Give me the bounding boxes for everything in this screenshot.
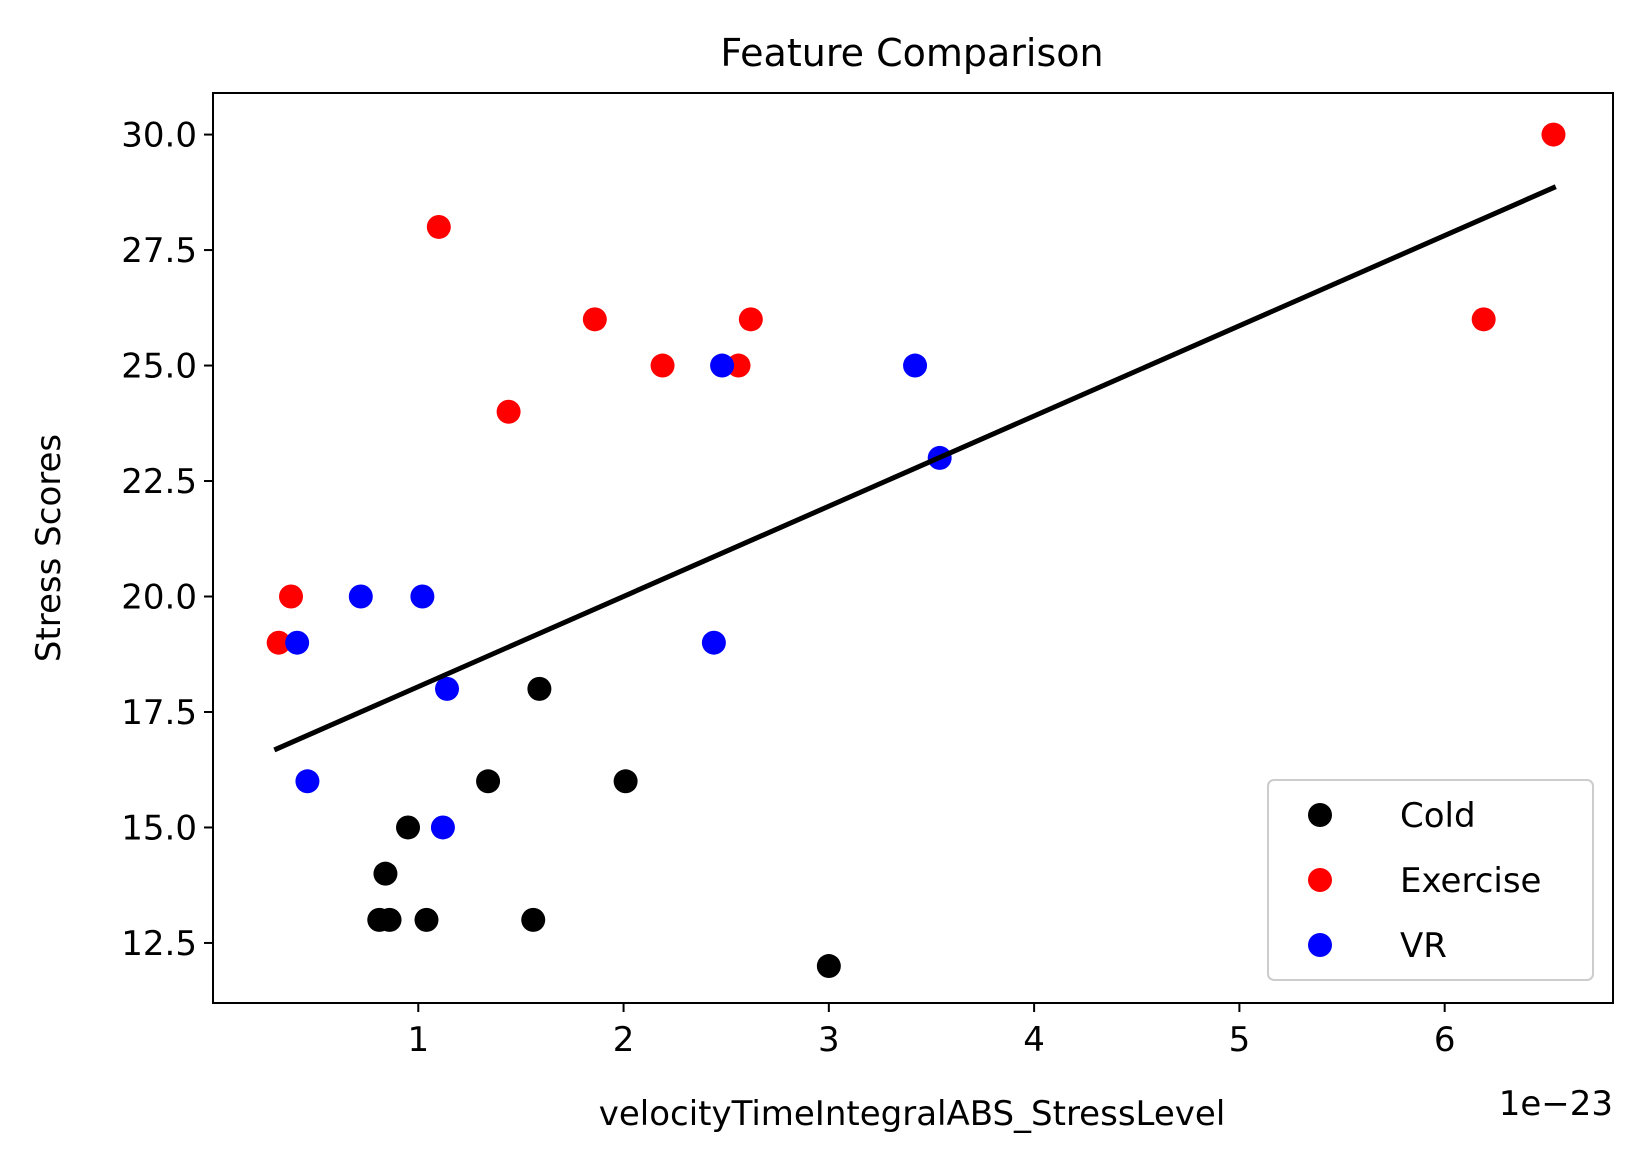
point-vr xyxy=(295,769,320,794)
x-tick-label: 3 xyxy=(818,1020,840,1060)
point-exercise xyxy=(1541,122,1566,147)
point-exercise xyxy=(582,307,607,332)
y-tick-label: 17.5 xyxy=(121,693,197,733)
x-axis-label: velocityTimeIntegralABS_StressLevel xyxy=(599,1094,1226,1134)
y-tick-label: 27.5 xyxy=(121,231,197,271)
x-axis-ticks: 1 2 3 4 5 6 xyxy=(407,1003,1455,1060)
legend-label-exercise: Exercise xyxy=(1400,861,1541,901)
plot-marks xyxy=(266,122,1566,979)
legend-box xyxy=(1267,779,1594,981)
point-exercise xyxy=(279,584,304,609)
point-cold xyxy=(373,861,398,886)
point-exercise xyxy=(426,214,451,239)
point-vr xyxy=(285,630,310,655)
y-tick-label: 25.0 xyxy=(121,347,197,387)
point-vr xyxy=(435,676,460,701)
y-axis-ticks: 12.5 15.0 17.5 20.0 22.5 25.0 27.5 30.0 xyxy=(121,116,213,964)
point-exercise xyxy=(266,630,291,655)
y-axis-label: Stress Scores xyxy=(29,434,69,662)
x-tick-label: 6 xyxy=(1434,1020,1456,1060)
legend-label-cold: Cold xyxy=(1400,796,1476,836)
legend-marker-cold xyxy=(1308,803,1332,827)
point-exercise xyxy=(650,353,675,378)
point-vr xyxy=(430,815,455,840)
y-tick-label: 15.0 xyxy=(121,808,197,848)
point-cold xyxy=(377,907,402,932)
x-tick-label: 1 xyxy=(407,1020,429,1060)
legend-label-vr: VR xyxy=(1400,926,1447,966)
point-exercise xyxy=(496,399,521,424)
y-tick-label: 12.5 xyxy=(121,924,197,964)
plot-frame xyxy=(212,92,1614,1004)
point-vr xyxy=(701,630,726,655)
chart-title: Feature Comparison xyxy=(720,31,1103,75)
x-tick-label: 2 xyxy=(613,1020,635,1060)
point-cold xyxy=(613,769,638,794)
point-cold xyxy=(527,676,552,701)
x-tick-label: 5 xyxy=(1229,1020,1251,1060)
legend-marker-exercise xyxy=(1308,868,1332,892)
legend: Cold Exercise VR xyxy=(1267,779,1594,981)
point-exercise xyxy=(738,307,763,332)
point-vr xyxy=(710,353,735,378)
point-cold xyxy=(396,815,421,840)
point-cold xyxy=(816,954,841,979)
point-vr xyxy=(410,584,435,609)
y-tick-label: 22.5 xyxy=(121,462,197,502)
point-cold xyxy=(521,907,546,932)
point-vr xyxy=(348,584,373,609)
point-exercise xyxy=(726,353,751,378)
x-axis-offset-label: 1e−23 xyxy=(1499,1084,1613,1124)
point-vr xyxy=(903,353,928,378)
x-tick-label: 4 xyxy=(1023,1020,1045,1060)
point-exercise xyxy=(1471,307,1496,332)
point-cold xyxy=(476,769,501,794)
y-tick-label: 30.0 xyxy=(121,116,197,156)
point-cold xyxy=(414,907,439,932)
legend-marker-vr xyxy=(1308,933,1332,957)
y-tick-label: 20.0 xyxy=(121,578,197,618)
regression-line xyxy=(273,184,1557,753)
